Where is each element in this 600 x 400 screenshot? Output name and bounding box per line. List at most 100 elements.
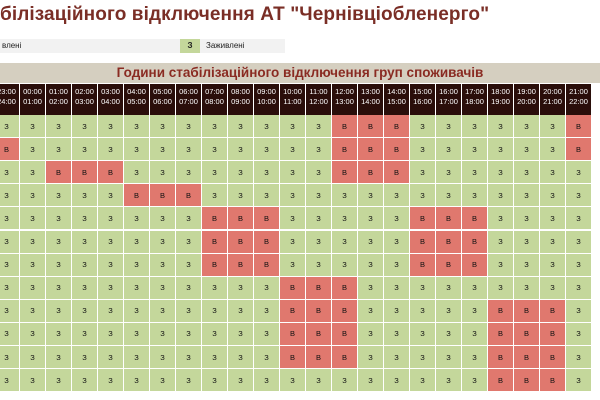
outage-cell: В xyxy=(436,230,461,253)
powered-cell: З xyxy=(280,184,305,207)
powered-cell: З xyxy=(20,138,45,161)
powered-cell: З xyxy=(384,369,409,392)
powered-cell: З xyxy=(176,138,201,161)
powered-cell: З xyxy=(410,369,435,392)
outage-cell: В xyxy=(540,322,565,345)
powered-cell: З xyxy=(254,161,279,184)
powered-cell: З xyxy=(254,299,279,322)
outage-cell: В xyxy=(254,207,279,230)
time-header-end: 02:00 xyxy=(49,97,68,106)
powered-cell: З xyxy=(436,369,461,392)
powered-cell: З xyxy=(280,230,305,253)
powered-cell: З xyxy=(488,161,513,184)
time-header-start: 21:00 xyxy=(569,87,588,96)
powered-cell: З xyxy=(410,276,435,299)
time-header-start: 09:00 xyxy=(257,87,276,96)
powered-cell: З xyxy=(72,184,97,207)
powered-cell: З xyxy=(410,138,435,161)
powered-cell: З xyxy=(540,276,565,299)
outage-cell: В xyxy=(332,161,357,184)
powered-cell: З xyxy=(20,322,45,345)
outage-cell: В xyxy=(72,161,97,184)
powered-cell: З xyxy=(72,207,97,230)
outage-cell: В xyxy=(410,230,435,253)
outage-cell: В xyxy=(46,161,71,184)
powered-cell: З xyxy=(98,115,123,138)
powered-cell: З xyxy=(124,369,149,392)
outage-cell: В xyxy=(332,346,357,369)
time-header-start: 10:00 xyxy=(283,87,302,96)
outage-cell: В xyxy=(228,253,253,276)
powered-cell: З xyxy=(566,369,591,392)
time-header-end: 14:00 xyxy=(361,97,380,106)
powered-cell: З xyxy=(254,369,279,392)
time-header-start: 13:00 xyxy=(361,87,380,96)
powered-cell: З xyxy=(410,346,435,369)
powered-cell: З xyxy=(410,322,435,345)
powered-cell: З xyxy=(20,184,45,207)
time-header: 00:00 01:00 xyxy=(20,84,45,115)
powered-cell: З xyxy=(436,184,461,207)
powered-cell: З xyxy=(124,276,149,299)
powered-cell: З xyxy=(72,369,97,392)
powered-cell: З xyxy=(228,184,253,207)
outage-cell: В xyxy=(202,230,227,253)
time-header-end: 22:00 xyxy=(569,97,588,106)
outage-cell: В xyxy=(488,299,513,322)
time-header: 23:0024:00 xyxy=(0,84,19,115)
powered-cell: З xyxy=(98,253,123,276)
outage-cell: В xyxy=(462,207,487,230)
powered-cell: З xyxy=(462,299,487,322)
outage-cell: В xyxy=(540,369,565,392)
powered-cell: З xyxy=(150,322,175,345)
time-header-end: 08:00 xyxy=(205,97,224,106)
powered-cell: З xyxy=(176,230,201,253)
powered-cell: З xyxy=(20,207,45,230)
powered-cell: З xyxy=(332,207,357,230)
time-header-end: 17:00 xyxy=(439,97,458,106)
powered-cell: З xyxy=(462,161,487,184)
powered-cell: З xyxy=(358,230,383,253)
powered-cell: З xyxy=(46,322,71,345)
powered-cell: З xyxy=(358,369,383,392)
powered-cell: З xyxy=(384,230,409,253)
powered-cell: З xyxy=(124,115,149,138)
powered-cell: З xyxy=(566,184,591,207)
time-header-end: 11:00 xyxy=(283,97,302,106)
powered-cell: З xyxy=(20,230,45,253)
time-header-end: 24:00 xyxy=(0,97,16,106)
powered-cell: З xyxy=(72,253,97,276)
time-header: 06:00 07:00 xyxy=(176,84,201,115)
time-header: 12:00 13:00 xyxy=(332,84,357,115)
outage-cell: В xyxy=(202,207,227,230)
powered-cell: З xyxy=(228,276,253,299)
powered-cell: З xyxy=(0,230,19,253)
powered-cell: З xyxy=(410,299,435,322)
powered-cell: З xyxy=(202,346,227,369)
time-header: 11:00 12:00 xyxy=(306,84,331,115)
time-header-end: 05:00 xyxy=(127,97,146,106)
outage-cell: В xyxy=(384,115,409,138)
outage-cell: В xyxy=(332,299,357,322)
powered-cell: З xyxy=(436,299,461,322)
time-header-start: 11:00 xyxy=(309,87,328,96)
powered-cell: З xyxy=(124,299,149,322)
legend-on-label: Заживлені xyxy=(206,41,245,50)
powered-cell: З xyxy=(150,207,175,230)
outage-cell: В xyxy=(306,346,331,369)
outage-cell: В xyxy=(410,207,435,230)
powered-cell: З xyxy=(202,161,227,184)
powered-cell: З xyxy=(176,322,201,345)
outage-cell: В xyxy=(280,346,305,369)
powered-cell: З xyxy=(72,138,97,161)
outage-cell: В xyxy=(436,207,461,230)
outage-cell: В xyxy=(176,184,201,207)
powered-cell: З xyxy=(0,184,19,207)
powered-cell: З xyxy=(280,161,305,184)
time-header-start: 15:00 xyxy=(413,87,432,96)
outage-cell: В xyxy=(488,369,513,392)
powered-cell: З xyxy=(566,299,591,322)
outage-cell: В xyxy=(280,322,305,345)
legend-off-label: влені xyxy=(2,41,22,50)
powered-cell: З xyxy=(150,161,175,184)
